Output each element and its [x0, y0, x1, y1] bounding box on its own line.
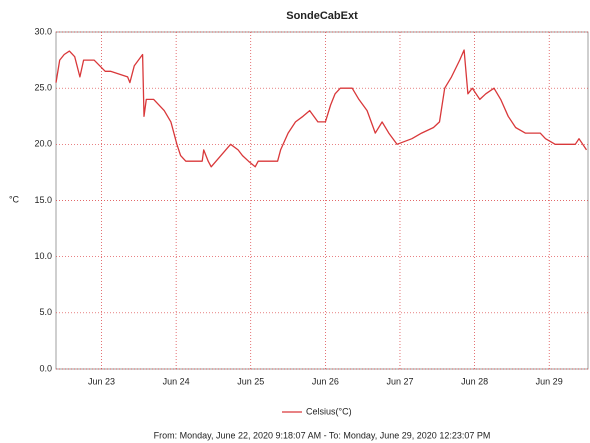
y-tick-label: 30.0	[34, 26, 52, 36]
y-axis-label: °C	[9, 194, 20, 204]
y-tick-label: 25.0	[34, 83, 52, 93]
x-tick-label: Jun 25	[237, 376, 264, 386]
x-tick-label: Jun 23	[88, 376, 115, 386]
legend-label: Celsius(°C)	[306, 406, 352, 416]
y-tick-label: 15.0	[34, 195, 52, 205]
y-tick-label: 10.0	[34, 251, 52, 261]
x-tick-label: Jun 26	[312, 376, 339, 386]
footer: From: Monday, June 22, 2020 9:18:07 AM -…	[154, 430, 491, 440]
x-tick-label: Jun 27	[386, 376, 413, 386]
chart-title: SondeCabExt	[286, 10, 358, 22]
y-tick-label: 20.0	[34, 139, 52, 149]
x-tick-label: Jun 24	[163, 376, 190, 386]
x-tick-label: Jun 28	[461, 376, 488, 386]
x-tick-label: Jun 29	[536, 376, 563, 386]
plot-frame	[55, 31, 589, 370]
y-tick-label: 5.0	[39, 307, 52, 317]
data-line	[55, 49, 588, 168]
y-tick-label: 0.0	[39, 363, 52, 373]
